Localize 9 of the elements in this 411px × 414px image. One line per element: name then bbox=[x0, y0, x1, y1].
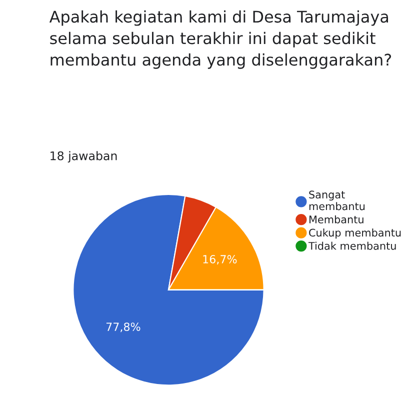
data-label: 77,8% bbox=[106, 322, 140, 332]
legend-label: Membantu bbox=[310, 215, 364, 224]
chart-subtitle: 18 jawaban bbox=[50, 151, 117, 163]
data-label: 16,7% bbox=[203, 255, 237, 265]
pie-slice bbox=[72, 194, 264, 386]
legend-label: Sangat membantu bbox=[309, 190, 365, 210]
legend-label: Cukup membantu bbox=[309, 228, 401, 239]
legend-label: Tidak membantu bbox=[308, 242, 396, 250]
chart-title: Apakah kegiatan kami di Desa Tarumajaya selama sebulan terakhir ini dapat sedikit membantu agenda yang diselenggarakan? bbox=[49, 10, 392, 69]
